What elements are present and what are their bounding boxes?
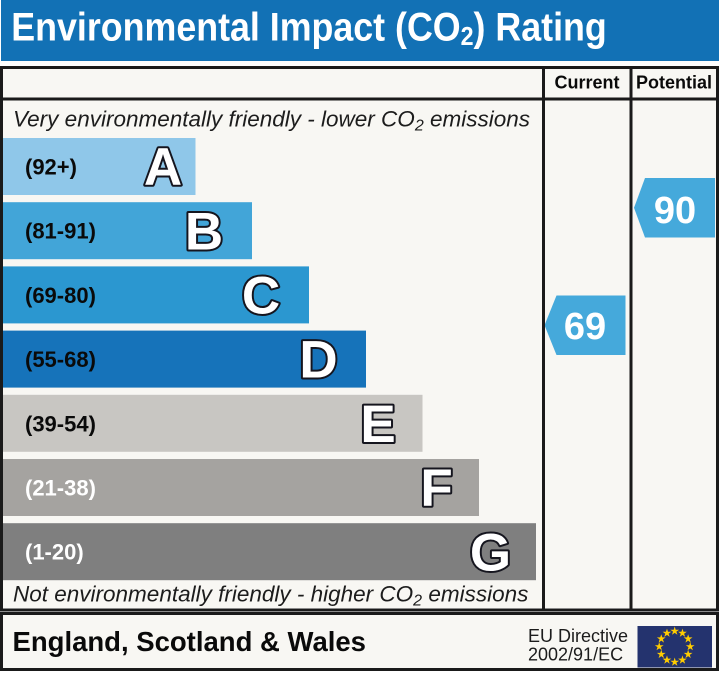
svg-text:Not environmentally friendly -: Not environmentally friendly - higher CO… (13, 582, 528, 610)
svg-text:69: 69 (564, 306, 606, 348)
svg-text:D: D (299, 331, 337, 390)
svg-text:(81-91): (81-91) (25, 219, 96, 244)
svg-text:(55-68): (55-68) (25, 347, 96, 372)
svg-text:Environmental Impact (CO2) Rat: Environmental Impact (CO2) Rating (11, 6, 606, 52)
svg-text:E: E (360, 395, 395, 454)
svg-text:(39-54): (39-54) (25, 411, 96, 436)
svg-text:2002/91/EC: 2002/91/EC (528, 645, 623, 665)
svg-text:(1-20): (1-20) (25, 540, 84, 565)
svg-text:G: G (470, 523, 511, 582)
svg-text:(69-80): (69-80) (25, 283, 96, 308)
svg-text:90: 90 (654, 190, 696, 232)
svg-text:Potential: Potential (636, 73, 712, 93)
svg-text:EU Directive: EU Directive (528, 626, 628, 646)
svg-text:B: B (185, 202, 223, 261)
svg-text:Current: Current (554, 73, 619, 93)
svg-text:(21-38): (21-38) (25, 476, 96, 501)
svg-text:Very environmentally friendly: Very environmentally friendly - lower CO… (13, 107, 530, 135)
svg-text:A: A (144, 138, 182, 197)
svg-text:C: C (242, 267, 280, 326)
svg-text:England, Scotland & Wales: England, Scotland & Wales (13, 626, 366, 657)
svg-text:F: F (420, 459, 452, 518)
svg-text:(92+): (92+) (25, 155, 77, 180)
